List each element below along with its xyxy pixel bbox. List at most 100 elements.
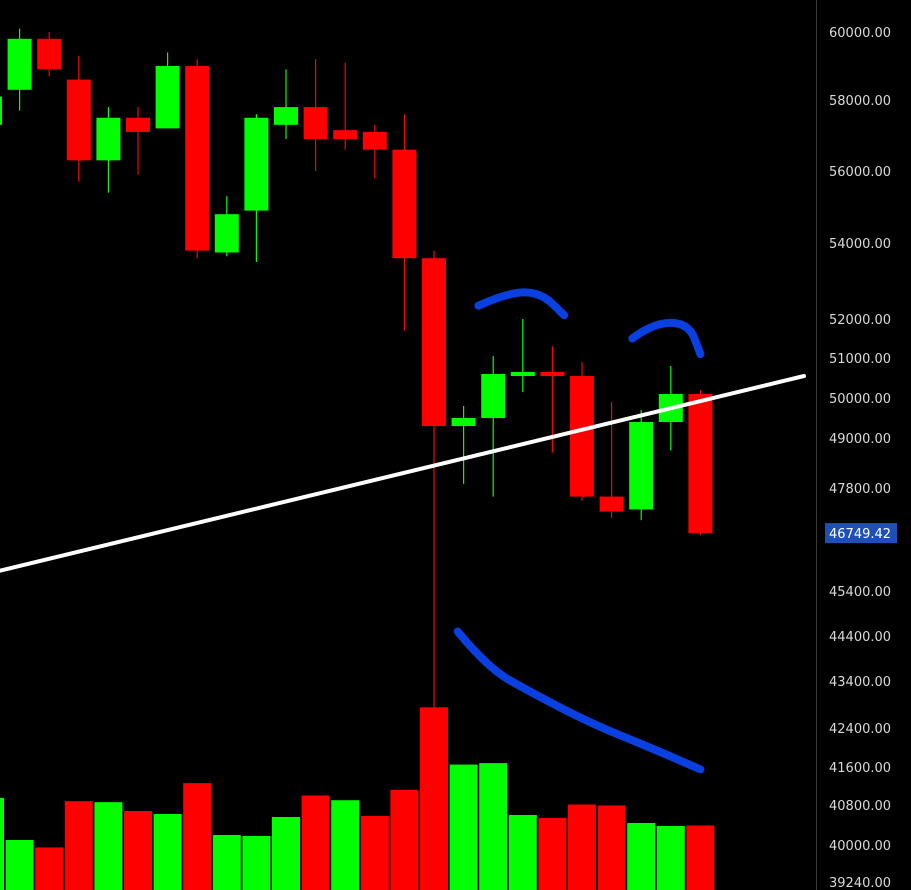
volume-bar <box>5 840 34 890</box>
candle <box>303 59 328 171</box>
candle-body <box>274 107 298 125</box>
candle <box>214 196 239 257</box>
volume-bar <box>242 836 271 890</box>
candle <box>510 319 535 392</box>
y-tick-label: 45400.00 <box>829 585 891 600</box>
y-tick-label: 39240.00 <box>829 876 891 890</box>
y-tick-label: 56000.00 <box>829 165 891 180</box>
volume-bar <box>627 823 656 890</box>
volume-bar <box>686 825 715 890</box>
candle <box>7 28 32 111</box>
candle-body <box>540 372 565 376</box>
candle <box>451 406 476 484</box>
candle-body <box>451 418 476 426</box>
candle <box>629 410 654 521</box>
candle <box>688 390 713 536</box>
candle-body <box>688 394 713 534</box>
candle-body <box>422 258 446 426</box>
volume-bar <box>538 818 567 890</box>
arc-annotation-left <box>474 288 569 320</box>
volume-bar <box>0 797 4 890</box>
volume-bar <box>508 815 537 890</box>
candle <box>362 124 387 179</box>
candle-body <box>7 38 32 90</box>
arc-annotation-right <box>628 318 705 359</box>
y-tick-label: 43400.00 <box>829 675 891 690</box>
volume-bar <box>94 802 123 890</box>
candle-body <box>66 79 91 161</box>
volume-bar <box>183 783 212 890</box>
candle <box>244 114 269 262</box>
candle-body <box>126 117 150 132</box>
volume-bar <box>597 805 626 890</box>
volume-bar <box>331 800 360 890</box>
candle-body <box>96 117 121 161</box>
candle-body <box>510 372 535 376</box>
y-tick-label: 40000.00 <box>829 839 891 854</box>
y-tick-label: 52000.00 <box>829 313 891 328</box>
volume-bar <box>390 789 419 890</box>
volume-bar <box>301 795 330 890</box>
trendline-layer <box>0 374 806 573</box>
candle-body <box>185 66 210 251</box>
y-tick-label: 60000.00 <box>829 26 891 41</box>
candle <box>185 59 210 259</box>
candle <box>333 62 358 150</box>
candle-body <box>599 496 624 512</box>
candle <box>422 250 446 872</box>
trendline <box>0 374 806 573</box>
last-price-badge: 46749.42 <box>825 523 897 544</box>
y-tick-label: 44400.00 <box>829 630 891 645</box>
candle-body <box>333 130 358 140</box>
candle <box>155 52 180 129</box>
volume-bar <box>449 764 478 890</box>
candle-body <box>37 38 62 70</box>
volume-bar <box>360 816 389 890</box>
y-tick-label: 40800.00 <box>829 799 891 814</box>
last-price-label: 46749.42 <box>829 527 891 542</box>
candle <box>481 356 506 497</box>
volume-bar <box>479 763 508 890</box>
y-tick-label: 42400.00 <box>829 722 891 737</box>
candle-body <box>481 374 506 418</box>
candle <box>66 55 91 182</box>
candle-body <box>362 131 387 150</box>
volume-bar <box>656 826 685 890</box>
candle <box>570 362 594 501</box>
volume-bar <box>153 814 182 890</box>
candle-body <box>570 376 594 497</box>
candle <box>392 114 417 331</box>
last-price-badge-bg <box>825 523 897 544</box>
candle-body <box>0 96 2 125</box>
candles <box>0 28 713 872</box>
y-tick-label: 51000.00 <box>829 352 891 367</box>
candle-body <box>244 117 269 211</box>
down-stroke-annotation <box>453 627 705 774</box>
volume-bar <box>64 801 93 890</box>
candle-body <box>629 422 654 510</box>
y-tick-label: 41600.00 <box>829 761 891 776</box>
volume-bar <box>124 811 152 890</box>
y-tick-label: 54000.00 <box>829 237 891 252</box>
candle-body <box>214 214 239 253</box>
candle <box>0 96 2 125</box>
candle <box>126 107 150 175</box>
y-tick-label: 49000.00 <box>829 432 891 447</box>
volume-bar <box>212 835 241 890</box>
annotation-layer <box>453 288 705 774</box>
y-tick-label: 50000.00 <box>829 392 891 407</box>
candle-body <box>392 149 417 259</box>
volume-bar <box>35 847 64 890</box>
candle-body <box>303 107 328 140</box>
price-axis: 60000.00 58000.00 56000.00 54000.00 52000.00… <box>825 26 897 890</box>
y-tick-label: 47800.00 <box>829 482 891 497</box>
candle <box>274 69 298 140</box>
candle <box>37 32 62 77</box>
candle-body <box>155 66 180 129</box>
volume-bar <box>272 817 300 890</box>
y-tick-label: 58000.00 <box>829 94 891 109</box>
candle <box>96 107 121 193</box>
volume-bar <box>568 804 596 890</box>
